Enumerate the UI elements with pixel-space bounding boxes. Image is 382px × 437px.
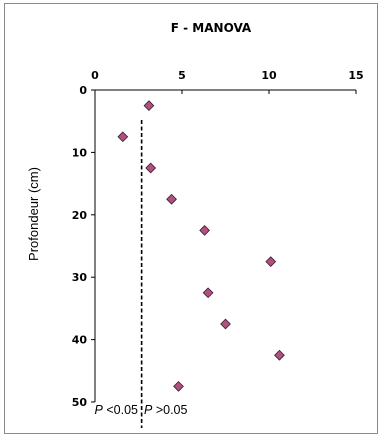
y-axis-label: Profondeur (cm)	[26, 167, 41, 261]
data-point	[274, 349, 285, 361]
data-point	[202, 287, 214, 299]
data-point	[220, 318, 231, 330]
x-tick-label: 5	[178, 69, 186, 82]
p-symbol-left: P	[95, 403, 104, 417]
p-threshold-right-text: >0.05	[152, 403, 187, 417]
p-threshold-left-text: <0.05	[103, 403, 138, 417]
y-tick-label: 50	[72, 396, 88, 409]
tick-labels: 0 5 10 15 0 10 20 30 40 50	[72, 69, 364, 409]
data-point	[166, 193, 177, 205]
y-tick-label: 20	[72, 209, 88, 222]
x-tick-label: 15	[348, 69, 363, 82]
x-tick-label: 10	[261, 69, 277, 82]
axes	[91, 89, 357, 403]
y-tick-label: 0	[79, 84, 87, 97]
data-point	[117, 131, 129, 143]
y-tick-label: 40	[72, 334, 88, 347]
threshold-label-left: P <0.05	[95, 403, 138, 417]
x-tick-label: 0	[91, 69, 99, 82]
data-point	[173, 381, 184, 392]
data-point	[199, 225, 210, 236]
p-symbol-right: P	[144, 403, 153, 417]
threshold-label-right: P >0.05	[144, 403, 187, 417]
y-tick-label: 10	[72, 146, 88, 159]
chart-frame	[4, 3, 378, 434]
data-point	[143, 100, 155, 111]
data-point	[265, 256, 277, 267]
y-tick-label: 30	[72, 271, 88, 284]
data-points	[117, 100, 285, 392]
data-point	[145, 162, 157, 174]
chart-title: F - MANOVA	[171, 21, 252, 35]
